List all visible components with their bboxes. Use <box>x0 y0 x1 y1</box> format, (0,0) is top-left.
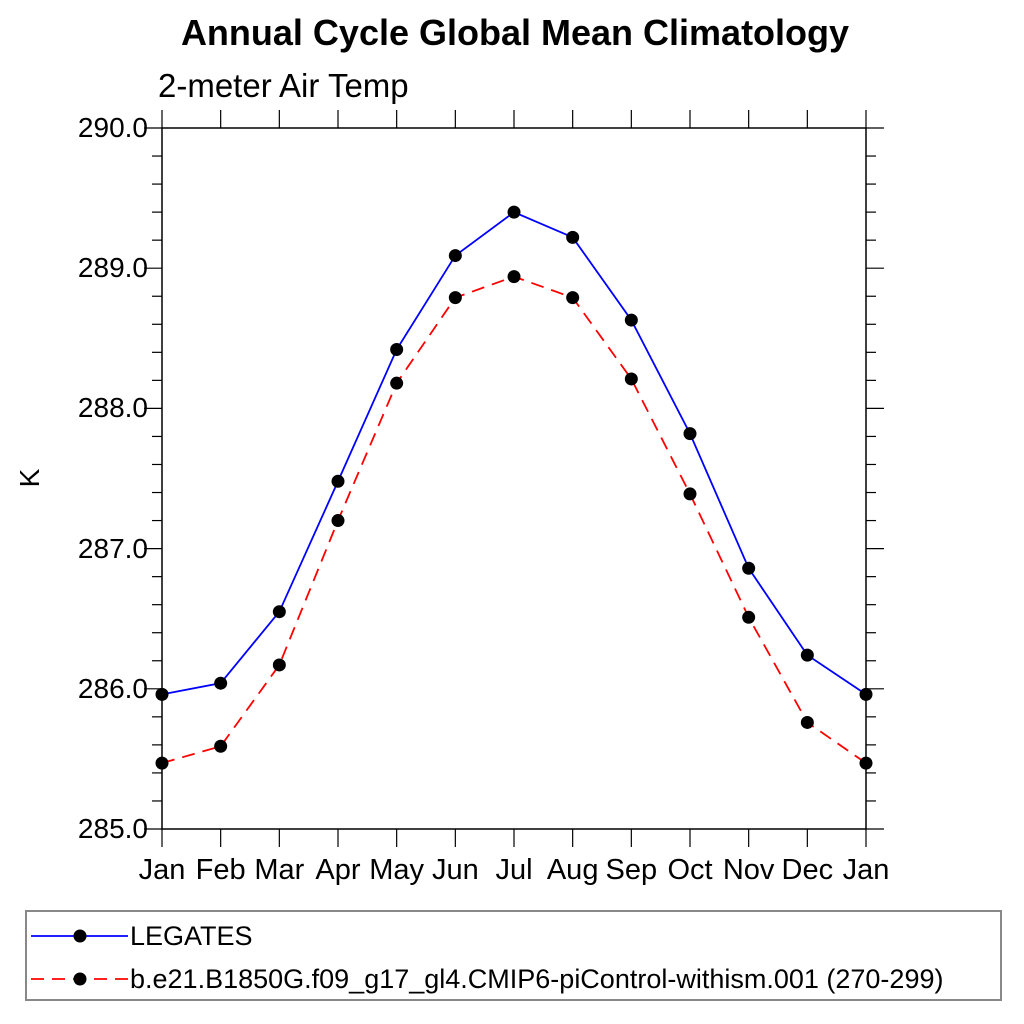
legend-item-model: b.e21.B1850G.f09_g17_gl4.CMIP6-piControl… <box>29 957 943 1000</box>
model-line-sample-icon <box>31 972 128 985</box>
data-point-marker <box>390 376 404 390</box>
data-point-marker <box>800 648 814 662</box>
chart-subtitle: 2-meter Air Temp <box>158 67 409 104</box>
data-point-marker <box>859 756 873 770</box>
legend-box: LEGATES b.e21.B1850G.f09_g17_gl4.CMIP6-p… <box>25 910 1002 1001</box>
x-tick-label: Jan <box>138 854 186 886</box>
data-point-marker <box>272 658 286 672</box>
chart-title: Annual Cycle Global Mean Climatology <box>180 12 850 53</box>
x-tick-label: May <box>369 854 425 886</box>
data-point-marker <box>683 427 697 441</box>
x-tick-label: Sep <box>605 854 658 886</box>
data-point-marker <box>566 291 580 305</box>
x-tick-label: Jun <box>431 854 479 886</box>
data-point-marker <box>566 230 580 244</box>
data-point-marker <box>624 313 638 327</box>
x-tick-label: Jul <box>495 854 533 886</box>
data-point-marker <box>155 687 169 701</box>
data-point-marker <box>214 739 228 753</box>
y-tick-label: 288.0 <box>77 392 148 424</box>
data-point-marker <box>272 605 286 619</box>
data-point-marker <box>507 205 521 219</box>
data-point-marker <box>683 487 697 501</box>
x-tick-label: Apr <box>315 854 361 886</box>
x-tick-label: Aug <box>546 854 599 886</box>
data-point-marker <box>214 676 228 690</box>
x-tick-label: Dec <box>781 854 834 886</box>
data-point-marker <box>800 715 814 729</box>
x-tick-label: Oct <box>667 854 713 886</box>
data-point-marker <box>742 610 756 624</box>
y-tick-label: 287.0 <box>77 532 148 564</box>
legend-item-legates: LEGATES <box>29 914 253 957</box>
data-point-marker <box>448 291 462 305</box>
plot-frame <box>161 127 867 830</box>
data-point-marker <box>448 249 462 263</box>
y-tick-label: 285.0 <box>77 813 148 844</box>
y-tick-label: 289.0 <box>77 252 148 284</box>
model-line <box>161 275 867 764</box>
legend-sample-marker <box>73 929 87 942</box>
data-point-marker <box>155 756 169 770</box>
data-point-marker <box>390 343 404 357</box>
y-tick-label: 286.0 <box>77 672 148 704</box>
x-tick-label: Jan <box>842 854 890 886</box>
data-point-marker <box>624 372 638 386</box>
legates-line <box>161 211 867 696</box>
x-tick-label: Feb <box>195 854 246 886</box>
x-tick-label: Mar <box>254 854 305 886</box>
legates-line-sample-icon <box>31 929 128 942</box>
x-tick-label: Nov <box>722 854 775 886</box>
y-tick-label: 290.0 <box>77 112 148 143</box>
data-point-marker <box>331 514 345 528</box>
legend-label-model: b.e21.B1850G.f09_g17_gl4.CMIP6-piControl… <box>130 963 944 994</box>
data-point-marker <box>331 474 345 488</box>
data-point-marker <box>507 270 521 284</box>
data-point-marker <box>859 687 873 701</box>
data-point-marker <box>742 561 756 575</box>
legend-sample-marker <box>73 972 87 985</box>
legend-label-legates: LEGATES <box>130 920 253 951</box>
